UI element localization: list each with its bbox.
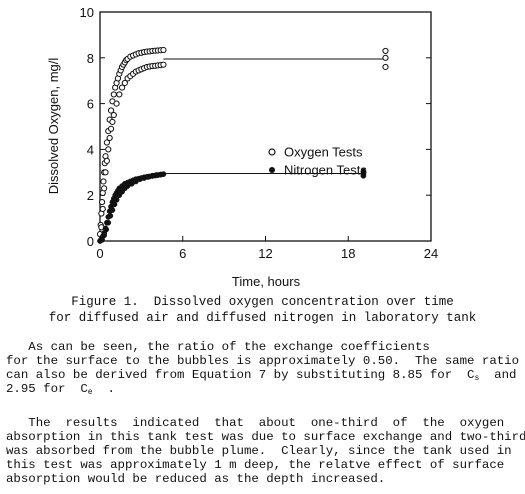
oxygen-data-point bbox=[98, 198, 106, 206]
oxygen-data-point bbox=[107, 125, 115, 132]
paragraph-2-line-5: absorption would be reduced as the depth… bbox=[6, 472, 386, 486]
p1-line4-text: 2.95 for C bbox=[6, 382, 88, 396]
legend-oxygen-label: Oxygen Tests bbox=[284, 145, 363, 160]
y-tick-label: 0 bbox=[87, 234, 94, 249]
y-tick-label: 4 bbox=[87, 142, 94, 157]
p1-line3-end: and bbox=[479, 368, 517, 382]
legend-nitrogen-label: Nitrogen Tests bbox=[284, 163, 367, 178]
p1-line4-end: . bbox=[92, 382, 115, 396]
nitrogen-data-point bbox=[101, 232, 107, 239]
legend: Oxygen Tests Nitrogen Tests bbox=[268, 145, 367, 178]
plot-area-frame bbox=[99, 11, 432, 242]
oxygen-data-point bbox=[110, 111, 117, 119]
paragraph-1-line-1: As can be seen, the ratio of the exchang… bbox=[6, 340, 430, 354]
paragraph-2-line-3: was absorbed from the bubble plume. Clea… bbox=[6, 444, 512, 458]
legend-nitrogen-marker bbox=[269, 167, 275, 173]
x-tick-label: 6 bbox=[179, 246, 186, 261]
y-axis-ticks: 0 2 4 6 8 10 bbox=[80, 5, 431, 249]
oxygen-data-point bbox=[102, 169, 109, 176]
oxygen-data-point bbox=[382, 63, 389, 71]
nitrogen-data-point bbox=[103, 226, 110, 233]
oxygen-data-point bbox=[118, 84, 126, 91]
x-tick-label: 18 bbox=[341, 246, 355, 261]
chart-marks bbox=[96, 46, 389, 244]
y-tick-label: 10 bbox=[80, 5, 94, 20]
x-tick-label: 12 bbox=[258, 246, 272, 261]
oxygen-data-point bbox=[109, 118, 116, 126]
x-axis-ticks: 0 6 12 18 24 bbox=[96, 236, 438, 261]
oxygen-data-point bbox=[107, 107, 115, 114]
nitrogen-data-point bbox=[113, 196, 120, 203]
oxygen-data-point bbox=[106, 134, 113, 142]
nitrogen-data-point bbox=[107, 212, 114, 219]
y-tick-label: 6 bbox=[87, 97, 94, 112]
legend-oxygen-marker bbox=[268, 148, 276, 156]
paragraph-1-line-4: 2.95 for Ce . bbox=[6, 382, 521, 400]
oxygen-data-point bbox=[116, 91, 123, 98]
nitrogen-data-point bbox=[109, 207, 116, 213]
oxygen-data-point bbox=[160, 61, 167, 68]
oxygen-data-point bbox=[100, 178, 107, 185]
y-axis-label: Dissolved Oxygen, mg/l bbox=[46, 58, 61, 195]
nitrogen-data-point bbox=[105, 219, 112, 226]
oxygen-data-point bbox=[105, 146, 112, 153]
nitrogen-data-point bbox=[111, 201, 118, 208]
figure-caption-line-2: for diffused air and diffused nitrogen i… bbox=[48, 311, 477, 325]
paragraph-2-line-2: absorption in this tank test was due to … bbox=[6, 430, 525, 444]
p1-line3-text: can also be derived from Equation 7 by s… bbox=[6, 368, 475, 382]
oxygen-data-point bbox=[110, 91, 117, 98]
figure-caption-line-1: Figure 1. Dissolved oxygen concentration… bbox=[71, 295, 454, 309]
x-tick-label: 0 bbox=[96, 246, 103, 261]
paragraph-1-line-3: can also be derived from Equation 7 by s… bbox=[6, 368, 521, 386]
subscript-s: s bbox=[474, 374, 480, 383]
oxygen-data-point bbox=[99, 205, 106, 213]
oxygen-data-point bbox=[382, 47, 389, 55]
nitrogen-data-point bbox=[99, 237, 105, 243]
y-tick-label: 2 bbox=[87, 188, 94, 203]
x-axis-label: Time, hours bbox=[232, 274, 301, 289]
oxygen-data-point bbox=[160, 46, 167, 54]
subscript-e: e bbox=[87, 388, 93, 397]
paragraph-2-line-4: this test was approximately 1 m deep, th… bbox=[6, 458, 505, 472]
oxygen-data-point bbox=[103, 157, 110, 164]
oxygen-data-point bbox=[382, 54, 389, 61]
oxygen-data-point bbox=[103, 139, 110, 146]
oxygen-data-point bbox=[113, 100, 120, 107]
paragraph-1-line-2: for the surface to the bubbles is approx… bbox=[6, 354, 520, 368]
oxygen-data-point bbox=[101, 185, 108, 192]
nitrogen-data-point bbox=[360, 172, 367, 179]
paragraph-2-line-1: The results indicated that about one-thi… bbox=[6, 416, 505, 430]
nitrogen-data-point bbox=[157, 171, 164, 178]
y-tick-label: 8 bbox=[87, 51, 94, 66]
x-tick-label: 24 bbox=[424, 246, 438, 261]
oxygen-data-point bbox=[121, 79, 128, 87]
